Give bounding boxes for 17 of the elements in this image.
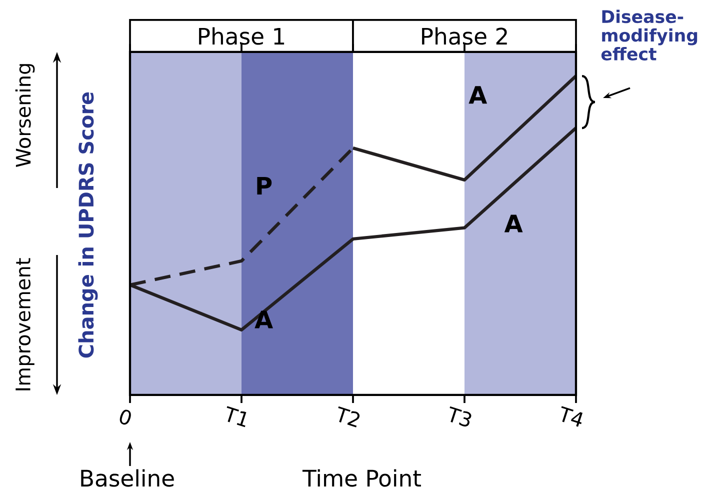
annotation: A <box>254 310 273 328</box>
annotation: A <box>504 214 523 232</box>
text: Phase 1 <box>199 27 284 45</box>
y-axis-title: Change in UPDRS Score <box>78 92 98 358</box>
text: Improvement <box>16 258 34 390</box>
annotation: P <box>257 177 272 195</box>
x-axis-title: Time Point <box>302 469 421 487</box>
x-tick-label: T3 <box>450 406 472 426</box>
annotation: A <box>468 86 488 104</box>
x-tick-label: 0 <box>120 410 131 425</box>
x-tick-label: T4 <box>561 406 583 427</box>
text: Disease-modifying effect <box>601 10 698 60</box>
text: Worsening <box>15 64 35 168</box>
x-tick-label: T2 <box>338 406 360 428</box>
x-tick-label: T1 <box>226 406 246 428</box>
text: Baseline <box>81 469 174 487</box>
text: Phase 2 <box>422 27 507 45</box>
